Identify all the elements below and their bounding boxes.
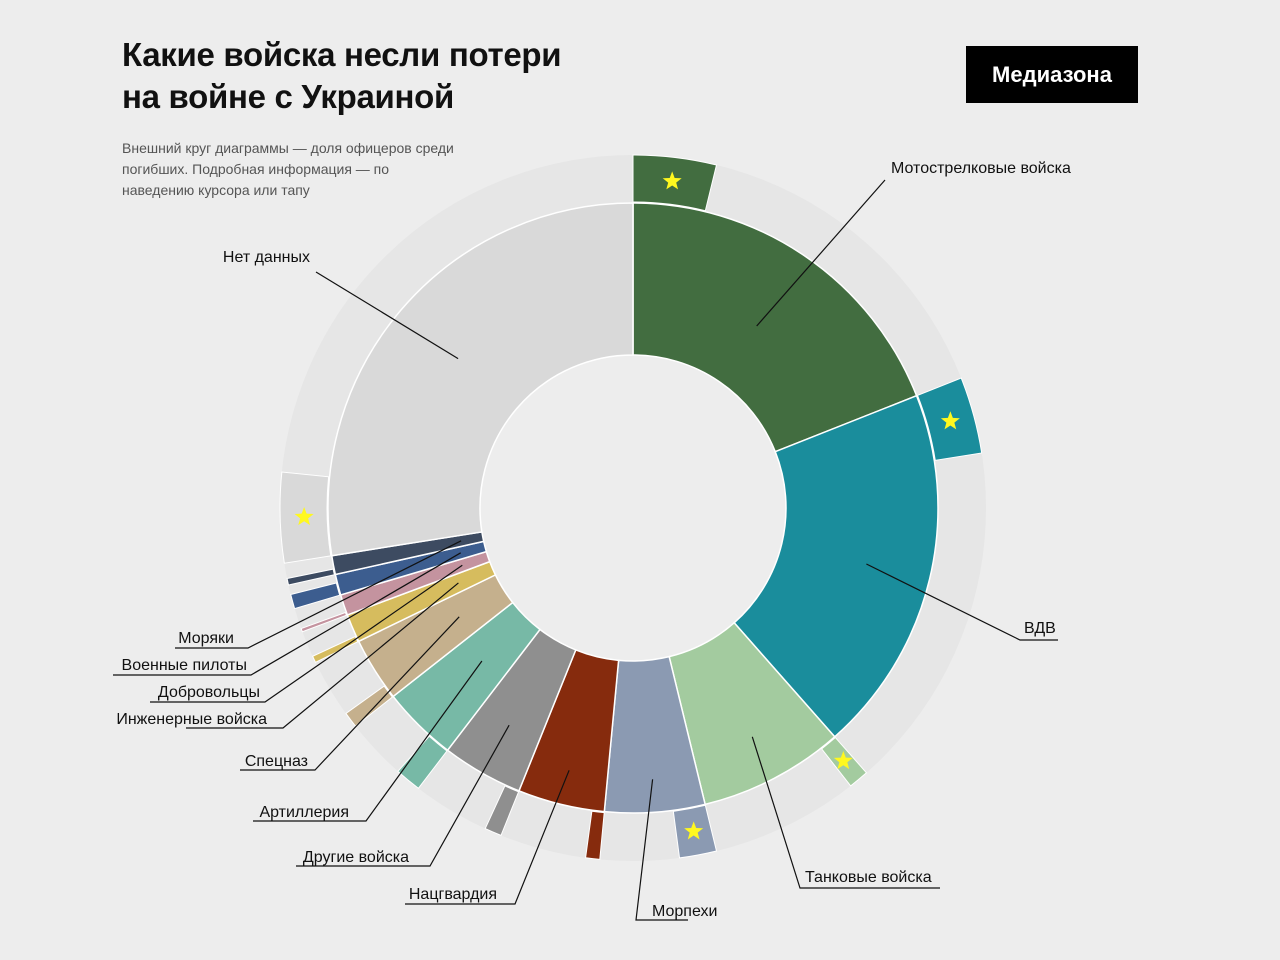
leader-line xyxy=(186,582,459,729)
category-label: Моряки xyxy=(178,630,234,647)
leader-line xyxy=(113,552,462,676)
leader-line xyxy=(405,770,570,905)
category-label: Инженерные войска xyxy=(116,711,267,728)
category-labels: Мотострелковые войска ВДВ Танковые войска М… xyxy=(113,160,1071,921)
leader-line xyxy=(296,724,510,867)
chart-title: Какие войска несли потери на войне с Укр… xyxy=(122,36,562,115)
star-icon xyxy=(833,751,853,770)
leader-line xyxy=(756,179,886,327)
star-icon xyxy=(662,171,682,190)
category-label: Другие войска xyxy=(303,849,409,866)
slice-артиллерия-officers[interactable] xyxy=(397,735,448,789)
slice-нет-данных[interactable] xyxy=(327,202,634,557)
slice-инженерные-войска-officers[interactable] xyxy=(311,635,359,663)
star-icon xyxy=(294,507,314,526)
leader-line xyxy=(751,736,940,889)
leader-line xyxy=(175,540,462,649)
category-label: ВДВ xyxy=(1024,620,1056,637)
officer-star-markers xyxy=(294,171,960,840)
slice-нацгвардия-officers[interactable] xyxy=(585,810,605,860)
slice-добровольцы-officers[interactable] xyxy=(300,611,348,633)
slice-спецназ-officers[interactable] xyxy=(345,685,394,727)
leader-line xyxy=(253,660,483,822)
casualty-share-donut xyxy=(327,202,939,814)
chart-subtitle: Внешний круг диаграммы — доля офицеров с… xyxy=(122,140,454,198)
category-label: Артиллерия xyxy=(259,804,349,821)
category-label: Танковые войска xyxy=(805,869,932,886)
category-label: Спецназ xyxy=(245,753,308,770)
category-label: Морпехи xyxy=(652,903,717,920)
category-label: Нет данных xyxy=(223,249,310,266)
mediazona-logo[interactable]: Медиазона xyxy=(966,46,1138,103)
star-icon xyxy=(940,411,960,430)
star-icon xyxy=(684,821,704,840)
leader-line xyxy=(150,564,463,703)
slice-моряки-officers[interactable] xyxy=(286,568,335,586)
leader-line xyxy=(866,563,1058,641)
leader-line xyxy=(240,616,460,771)
category-label: Нацгвардия xyxy=(409,886,497,903)
category-label: Военные пилоты xyxy=(122,657,247,674)
slice-мотострелковые-войска[interactable] xyxy=(632,202,918,453)
slice-другие-войска-officers[interactable] xyxy=(484,785,520,837)
slice-военные-пилоты-officers[interactable] xyxy=(290,582,341,610)
category-label: Добровольцы xyxy=(158,684,260,701)
slice-вдв[interactable] xyxy=(733,394,939,738)
category-label: Мотострелковые войска xyxy=(891,160,1071,177)
leader-line xyxy=(635,779,688,921)
leader-line xyxy=(315,271,459,360)
